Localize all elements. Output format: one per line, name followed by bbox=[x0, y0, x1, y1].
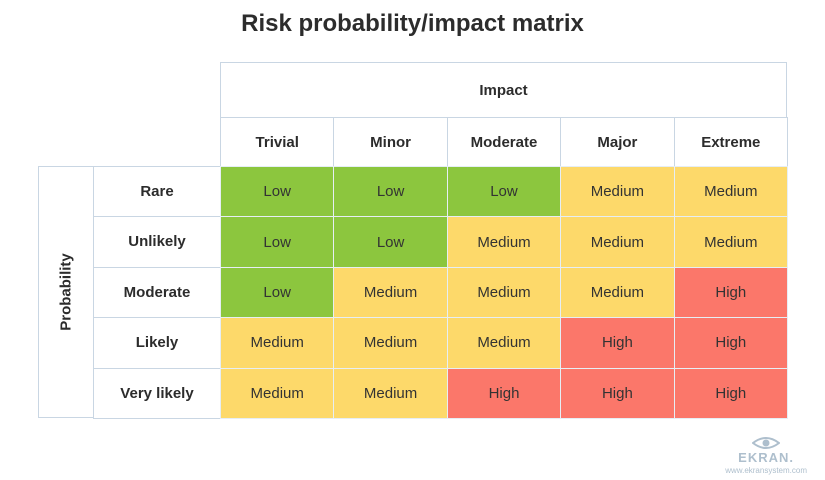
impact-label: Impact bbox=[479, 81, 528, 99]
probability-level-header: Unlikely bbox=[93, 216, 221, 268]
probability-level-header: Very likely bbox=[93, 367, 221, 419]
matrix-cell: High bbox=[673, 317, 788, 369]
matrix-cell: Low bbox=[333, 216, 448, 268]
matrix-cell: High bbox=[673, 367, 788, 419]
matrix-cell: Low bbox=[446, 166, 562, 218]
probability-level-header: Moderate bbox=[93, 266, 221, 319]
matrix-cell: Medium bbox=[673, 166, 788, 218]
matrix-cell: Medium bbox=[446, 216, 562, 268]
matrix-cell: Medium bbox=[333, 317, 448, 369]
impact-level-header: Extreme bbox=[673, 117, 788, 167]
impact-level-header: Major bbox=[560, 117, 675, 167]
eye-icon bbox=[752, 437, 781, 449]
logo-brand: EKRAN. bbox=[738, 450, 795, 465]
matrix-cell: Medium bbox=[560, 266, 675, 319]
ekran-logo: EKRAN. www.ekransystem.com bbox=[725, 436, 807, 475]
impact-header: Impact bbox=[220, 62, 787, 118]
impact-level-header: Trivial bbox=[220, 117, 335, 167]
matrix-cell: Medium bbox=[560, 216, 675, 268]
probability-label: Probability bbox=[57, 253, 75, 331]
matrix-cell: Medium bbox=[220, 367, 335, 419]
matrix-cell: Low bbox=[220, 266, 335, 319]
probability-level-header: Likely bbox=[93, 317, 221, 369]
matrix-cell: Medium bbox=[560, 166, 675, 218]
matrix-cell: High bbox=[446, 367, 562, 419]
matrix-cell: Low bbox=[333, 166, 448, 218]
page-title: Risk probability/impact matrix bbox=[241, 10, 584, 37]
matrix-cell: Medium bbox=[446, 266, 562, 319]
impact-level-header: Moderate bbox=[446, 117, 562, 167]
matrix-cell: Medium bbox=[446, 317, 562, 369]
matrix-cell: High bbox=[673, 266, 788, 319]
impact-level-header: Minor bbox=[333, 117, 448, 167]
matrix-cell: High bbox=[560, 317, 675, 369]
matrix-cell: High bbox=[560, 367, 675, 419]
matrix-cell: Medium bbox=[220, 317, 335, 369]
logo-url: www.ekransystem.com bbox=[725, 466, 807, 475]
matrix-cell: Low bbox=[220, 216, 335, 268]
probability-level-header: Rare bbox=[93, 166, 221, 218]
matrix-cell: Medium bbox=[673, 216, 788, 268]
matrix-cell: Medium bbox=[333, 266, 448, 319]
matrix-cell: Low bbox=[220, 166, 335, 218]
matrix-cell: Medium bbox=[333, 367, 448, 419]
